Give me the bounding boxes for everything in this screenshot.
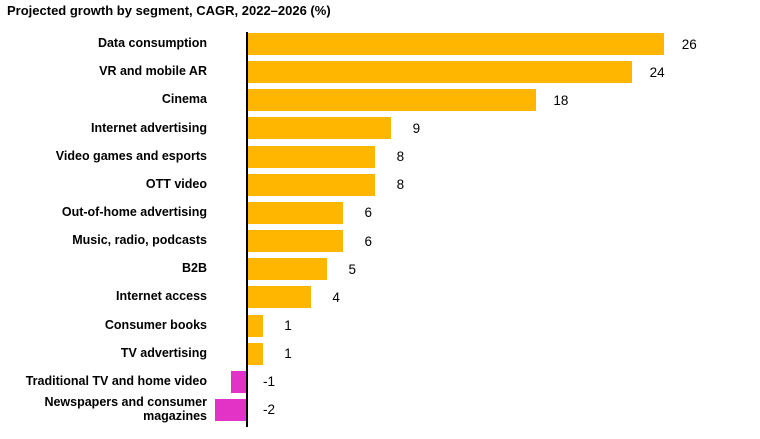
value-label: 6 xyxy=(364,205,373,221)
value-label: -2 xyxy=(262,402,275,418)
positive-bar xyxy=(247,258,328,281)
value-label: 1 xyxy=(284,318,292,333)
category-label: Video games and esports xyxy=(55,148,207,163)
category-label: Cinema xyxy=(161,92,207,107)
value-label: 8 xyxy=(396,149,405,165)
negative-bar xyxy=(230,370,247,393)
value-label: 18 xyxy=(553,92,569,108)
value-label: 9 xyxy=(412,120,421,136)
value-label: 5 xyxy=(348,261,356,277)
positive-bar xyxy=(247,145,376,168)
category-label: Out-of-home advertising xyxy=(61,205,207,220)
category-label: Traditional TV and home video xyxy=(25,373,207,388)
positive-bar xyxy=(247,342,264,365)
positive-bar xyxy=(247,201,344,224)
positive-bar xyxy=(247,173,376,196)
value-label: 24 xyxy=(649,64,665,80)
positive-bar xyxy=(247,314,264,337)
category-label: Music, radio, podcasts xyxy=(72,233,207,248)
category-label: TV advertising xyxy=(120,345,207,360)
value-label: 26 xyxy=(681,36,697,52)
positive-bar xyxy=(247,33,665,55)
positive-bar xyxy=(247,286,312,309)
positive-bar xyxy=(247,89,536,112)
value-label: -1 xyxy=(262,374,275,390)
category-label: OTT video xyxy=(145,176,207,191)
value-label: 1 xyxy=(284,346,292,362)
value-label: 6 xyxy=(364,233,373,249)
baseline-axis xyxy=(246,32,248,427)
negative-bar xyxy=(214,398,247,421)
category-label: Newspapers and consumer magazines xyxy=(44,395,207,423)
category-label: B2B xyxy=(181,261,207,276)
value-label: 4 xyxy=(332,289,340,305)
positive-bar xyxy=(247,117,392,140)
positive-bar xyxy=(247,230,344,253)
positive-bar xyxy=(247,61,633,84)
chart-title: Projected growth by segment, CAGR, 2022–… xyxy=(7,3,331,18)
value-label: 8 xyxy=(396,177,405,193)
category-label: Data consumption xyxy=(97,36,207,51)
category-label: Internet advertising xyxy=(91,120,207,135)
category-label: Internet access xyxy=(115,289,207,304)
category-label: VR and mobile AR xyxy=(99,64,207,79)
category-label: Consumer books xyxy=(104,317,207,332)
